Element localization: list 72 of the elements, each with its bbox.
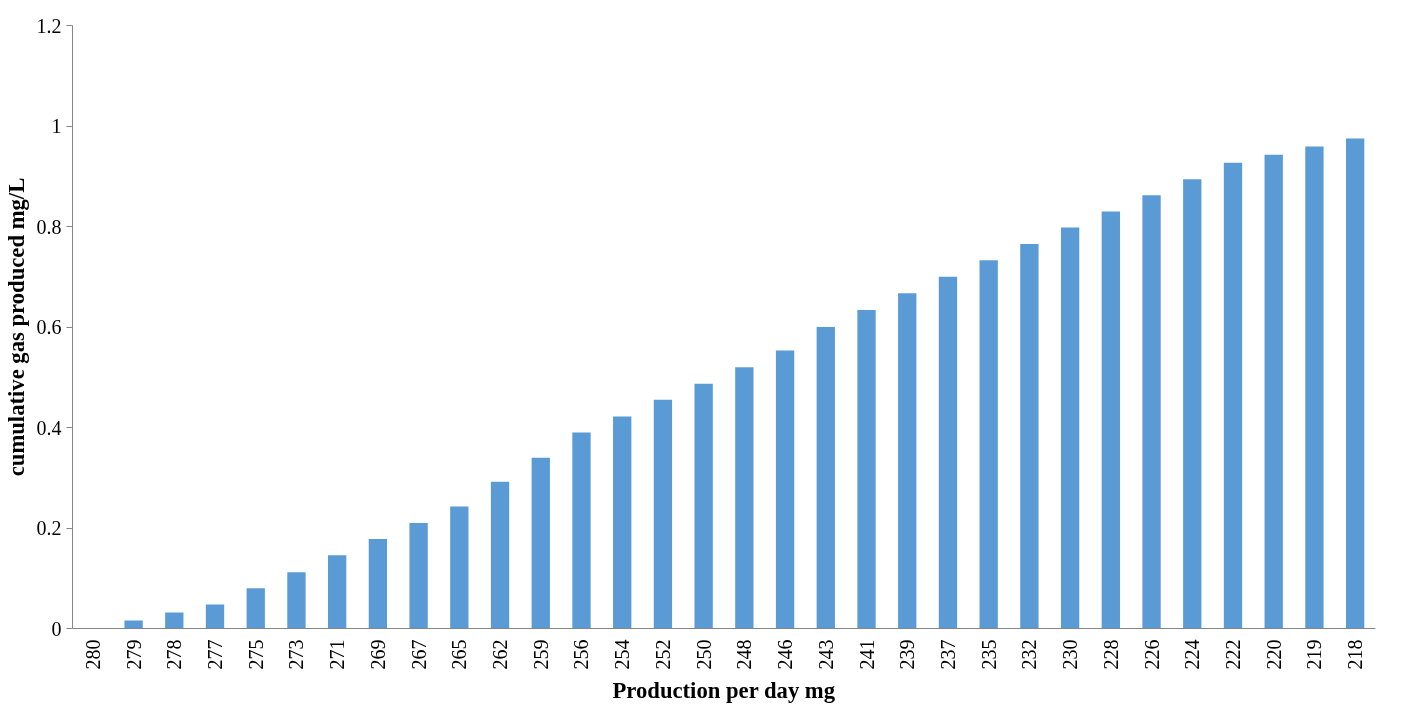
bar xyxy=(1345,138,1365,629)
bar xyxy=(572,432,591,629)
x-tick-label: 219 xyxy=(1303,639,1326,670)
bar xyxy=(1305,146,1324,629)
y-tick-label: 0.6 xyxy=(36,316,62,338)
bar xyxy=(979,260,998,629)
bar xyxy=(613,416,632,629)
x-tick-label: 277 xyxy=(204,639,227,670)
x-tick-label: 246 xyxy=(774,639,797,670)
x-tick-label: 224 xyxy=(1181,639,1204,670)
bar xyxy=(1264,154,1283,629)
x-tick-label: 220 xyxy=(1262,639,1285,670)
x-axis-title: Production per day mg xyxy=(612,677,836,703)
x-tick-label: 250 xyxy=(692,639,715,670)
x-tick-label: 243 xyxy=(814,639,837,670)
x-tick-label: 226 xyxy=(1140,639,1163,670)
x-tick-label: 252 xyxy=(651,639,674,670)
y-tick-label: 0.2 xyxy=(36,517,62,539)
x-tick-label: 248 xyxy=(733,639,756,670)
x-tick-label: 239 xyxy=(896,639,919,670)
bar xyxy=(938,276,958,629)
x-tick-label: 218 xyxy=(1344,639,1367,670)
x-tick-label: 256 xyxy=(570,639,593,670)
x-tick-label: 269 xyxy=(366,639,389,670)
bar xyxy=(735,367,754,629)
x-tick-label: 273 xyxy=(285,639,308,670)
y-axis-title: cumulative gas produced mg/L xyxy=(3,177,29,477)
bar xyxy=(409,522,428,629)
bar xyxy=(205,604,225,629)
bar xyxy=(1101,211,1120,629)
bar xyxy=(857,309,876,629)
y-tick-label: 1.2 xyxy=(36,14,62,37)
x-tick-label: 278 xyxy=(163,639,186,670)
y-tick-label: 0 xyxy=(51,617,62,640)
bar xyxy=(1223,162,1243,629)
x-tick-label: 237 xyxy=(936,639,959,670)
bar xyxy=(165,612,184,629)
x-tick-label: 228 xyxy=(1099,639,1122,670)
x-tick-label: 267 xyxy=(407,639,430,670)
y-tick-label: 0.8 xyxy=(36,215,62,238)
x-tick-label: 241 xyxy=(855,639,878,670)
bar xyxy=(816,327,835,629)
y-tick-label: 0.4 xyxy=(36,416,62,439)
bar xyxy=(450,506,469,629)
bar xyxy=(490,481,510,629)
bar xyxy=(1020,244,1039,629)
x-tick-label: 235 xyxy=(977,639,1000,670)
x-tick-label: 254 xyxy=(611,639,634,670)
x-tick-label: 259 xyxy=(529,639,552,670)
bar xyxy=(124,620,143,629)
bar xyxy=(246,588,265,629)
x-tick-label: 222 xyxy=(1221,639,1244,670)
x-tick-label: 280 xyxy=(81,639,104,670)
bar xyxy=(1060,227,1080,629)
bar xyxy=(368,539,388,629)
x-tick-label: 279 xyxy=(122,639,145,670)
y-tick-label: 1 xyxy=(51,115,62,137)
bar xyxy=(775,350,795,629)
x-tick-label: 230 xyxy=(1059,639,1082,670)
x-tick-label: 275 xyxy=(244,639,267,670)
bar xyxy=(287,572,306,629)
bar xyxy=(653,399,673,629)
x-tick-label: 232 xyxy=(1018,639,1041,670)
x-tick-label: 262 xyxy=(489,639,512,670)
x-tick-label: 265 xyxy=(448,639,471,670)
bar xyxy=(694,383,713,629)
bar xyxy=(1142,195,1161,629)
bar xyxy=(1183,179,1202,629)
x-tick-label: 271 xyxy=(326,639,349,670)
bar xyxy=(328,555,347,629)
bar xyxy=(531,457,550,629)
bar xyxy=(898,293,917,629)
